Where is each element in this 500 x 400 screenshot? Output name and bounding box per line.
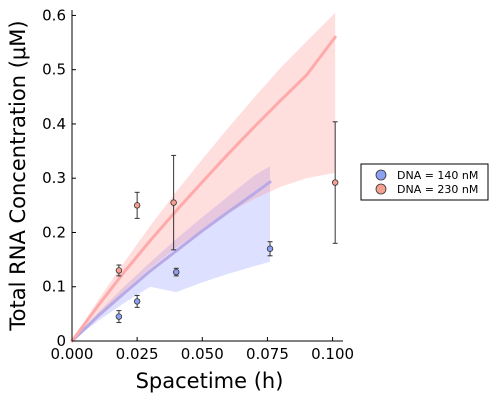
data-point-2-1	[115, 264, 123, 277]
y-tick-label: 0.1	[42, 278, 66, 296]
confidence-band-2	[72, 12, 336, 342]
marker	[331, 179, 339, 186]
x-tick-label: 0.000	[51, 345, 94, 363]
legend-label: DNA = 140 nM	[397, 169, 478, 182]
y-tick-label: 0.6	[42, 6, 66, 24]
legend-item-2: DNA = 230 nM	[375, 183, 478, 196]
marker	[115, 267, 123, 274]
x-axis-title: Spacetime (h)	[136, 369, 284, 393]
fit-line-2	[70, 35, 337, 343]
x-tick-label: 0.050	[181, 345, 224, 363]
marker	[266, 245, 274, 252]
data-point-2-3	[170, 154, 177, 251]
data-point-1-1	[115, 310, 123, 324]
marker	[173, 268, 180, 276]
y-tick-label: 0	[56, 332, 66, 350]
x-tick-label: 0.025	[116, 345, 159, 363]
marker	[133, 298, 141, 305]
ticks: 0.000 0.025 0.050 0.075 0.100 0 0.1 0.2 0.3 0.4 0.…	[42, 6, 354, 363]
confidence-bands	[72, 12, 336, 342]
data-point-1-4	[266, 241, 274, 257]
legend-label: DNA = 230 nM	[397, 183, 478, 196]
data-point-2-2	[133, 191, 141, 219]
y-tick-label: 0.2	[42, 223, 66, 241]
legend-item-1: DNA = 140 nM	[375, 169, 478, 182]
data-point-1-2	[133, 294, 141, 308]
marker	[133, 202, 141, 209]
legend-marker	[375, 169, 387, 181]
y-axis-title: Total RNA Concentration (μM)	[6, 20, 30, 331]
x-tick-label: 0.100	[311, 345, 354, 363]
axes	[71, 10, 343, 342]
data-points	[115, 121, 339, 324]
marker	[115, 313, 123, 320]
data-point-2-4	[331, 121, 339, 244]
x-tick-label: 0.075	[246, 345, 289, 363]
fit-line-1	[70, 180, 272, 343]
marker	[170, 199, 177, 206]
y-tick-label: 0.3	[42, 169, 66, 187]
legend-marker	[375, 183, 387, 195]
fit-lines	[70, 35, 337, 343]
y-tick-label: 0.4	[42, 115, 66, 133]
data-point-1-3	[173, 267, 180, 277]
y-tick-label: 0.5	[42, 61, 66, 79]
